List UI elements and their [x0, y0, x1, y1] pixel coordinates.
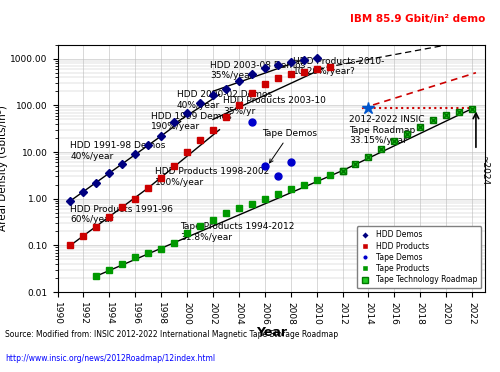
- Text: 2012-2022 INSIC
Tape Roadmap
33.15%/year: 2012-2022 INSIC Tape Roadmap 33.15%/year: [349, 115, 424, 145]
- Text: Source: Modified from: INSIC 2012-2022 International Magnetic Tape Storage Roadm: Source: Modified from: INSIC 2012-2022 I…: [5, 330, 338, 339]
- Text: HDD Products 2003-10
35%/yr: HDD Products 2003-10 35%/yr: [224, 96, 326, 116]
- Text: ~2024: ~2024: [480, 155, 489, 185]
- Text: HDD Products 2010-
10-20%/year?: HDD Products 2010- 10-20%/year?: [294, 57, 384, 76]
- Text: HDD 2003-08 Demos
35%/year: HDD 2003-08 Demos 35%/year: [210, 61, 306, 80]
- Legend: HDD Demos, HDD Products, Tape Demos, Tape Products, Tape Technology Roadmap: HDD Demos, HDD Products, Tape Demos, Tap…: [357, 227, 481, 288]
- Text: Tape Demos: Tape Demos: [262, 129, 317, 163]
- Text: IBM 85.9 Gbit/in² demo: IBM 85.9 Gbit/in² demo: [350, 14, 485, 24]
- Text: http://www.insic.org/news/2012Roadmap/12index.html: http://www.insic.org/news/2012Roadmap/12…: [5, 354, 215, 363]
- Text: HDD Products 1998-2002
100%/year: HDD Products 1998-2002 100%/year: [154, 167, 269, 187]
- Y-axis label: Areal Density (Gbits/in²): Areal Density (Gbits/in²): [0, 105, 8, 231]
- Text: HDD 2000-02 Demos
40%/year: HDD 2000-02 Demos 40%/year: [176, 90, 272, 110]
- Text: HDD 1991-98 Demos
40%/year: HDD 1991-98 Demos 40%/year: [70, 141, 166, 161]
- Text: HDD Products 1991-96
60%/year: HDD Products 1991-96 60%/year: [70, 205, 174, 224]
- Text: HDD 1999 Demos
190%/year: HDD 1999 Demos 190%/year: [151, 112, 232, 131]
- X-axis label: Year: Year: [256, 326, 287, 339]
- Text: Tape Products 1994-2012
31.8%/year: Tape Products 1994-2012 31.8%/year: [180, 222, 295, 242]
